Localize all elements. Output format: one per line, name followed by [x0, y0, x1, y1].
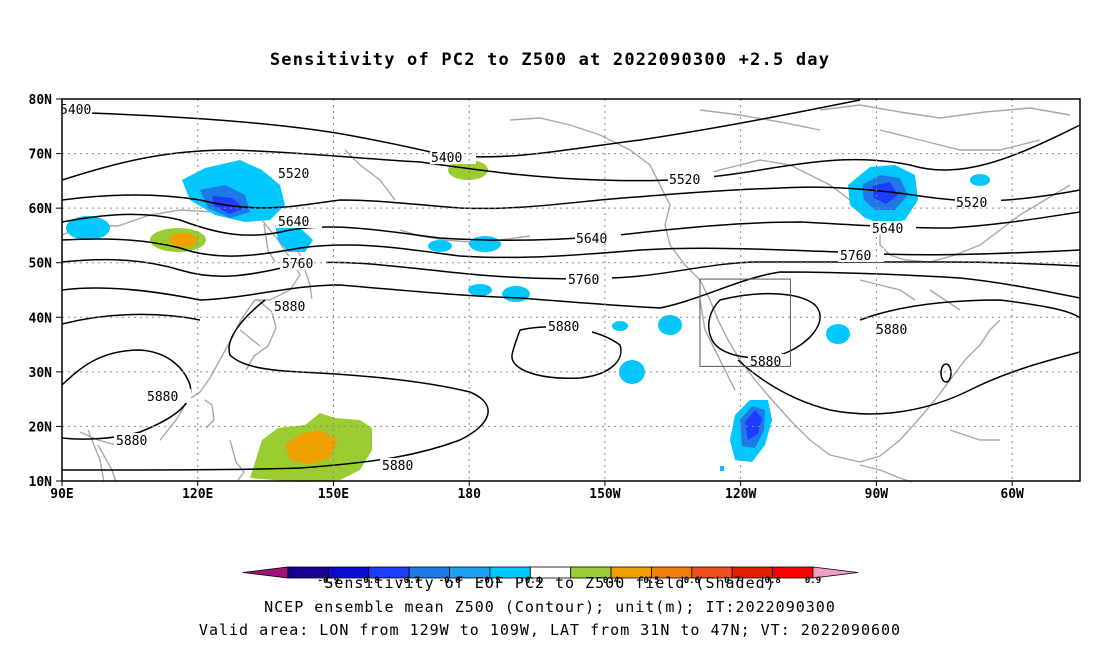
contour-label: 5760: [282, 257, 313, 272]
contour-label: 5880: [147, 390, 178, 405]
coastlines: [61, 104, 1071, 483]
caption-shaded: Sensitivity of EOF PC2 to Z500 field (Sh…: [324, 574, 776, 592]
map-title: Sensitivity of PC2 to Z500 at 2022090300…: [269, 50, 831, 70]
valid-area-box: [699, 278, 791, 367]
lon-tick-label: 120W: [725, 487, 756, 502]
contour-5880-high: [708, 292, 821, 359]
lon-tick-label: 150E: [318, 487, 349, 502]
lat-tick-label: 60N: [29, 202, 53, 217]
colorbar-tick-label: 0.6: [683, 576, 700, 586]
colorbar-tick-label: 0.8: [764, 576, 781, 586]
negative-anomaly-core: [745, 410, 762, 440]
graticule: [62, 99, 1080, 481]
lat-tick-label: 10N: [29, 475, 53, 490]
lon-tick-label: 60W: [1000, 487, 1024, 502]
lat-tick-label: 70N: [29, 148, 53, 163]
positive-anomaly: [448, 160, 488, 180]
contour-label: 5880: [274, 300, 305, 315]
negative-anomaly: [502, 286, 530, 302]
negative-anomaly: [658, 315, 682, 335]
contour-label: 5640: [576, 232, 607, 247]
contour-5880-east: [737, 351, 1081, 415]
sensitivity-shading: [66, 160, 990, 482]
contour-label: 5520: [956, 196, 987, 211]
contour-5880-south: [61, 299, 489, 471]
lon-tick-label: 150W: [589, 487, 620, 502]
contour-label: 5880: [876, 323, 907, 338]
caption-valid-area: Valid area: LON from 129W to 109W, LAT f…: [198, 621, 902, 639]
lat-tick-label: 30N: [29, 366, 53, 381]
contour-label: 5880: [548, 320, 579, 335]
lat-tick-label: 50N: [29, 257, 53, 272]
lon-tick-label: 90E: [50, 487, 73, 502]
map-frame: [61, 98, 1081, 482]
contour-5880-west: [61, 313, 201, 325]
negative-anomaly: [720, 466, 724, 471]
lat-tick-label: 40N: [29, 311, 53, 326]
colorbar-tick-label: 0.9: [804, 576, 822, 586]
contour-label: 5640: [278, 215, 309, 230]
contour-label: 5760: [568, 273, 599, 288]
colorbar-tick-label: 0.5: [643, 576, 660, 586]
negative-anomaly-core: [872, 182, 898, 204]
negative-anomaly: [66, 216, 110, 240]
negative-anomaly: [826, 324, 850, 344]
colorbar-tick-label: 0.7: [724, 576, 741, 586]
contour-label: 5520: [669, 173, 700, 188]
colorbar-swatch: [812, 566, 859, 579]
contour-5520: [61, 124, 1081, 182]
positive-anomaly-core: [169, 233, 197, 247]
lon-tick-label: 90W: [865, 487, 889, 502]
colorbar-tick-label: -0.8: [357, 576, 380, 586]
contour-label: 5760: [840, 249, 871, 264]
contour-5520b: [61, 186, 1081, 210]
colorbar: [242, 566, 859, 579]
contour-small-loop: [940, 363, 952, 383]
colorbar-tick-label: -0.9: [317, 576, 340, 586]
contour-label: 5640: [872, 222, 903, 237]
contour-label: 5880: [750, 355, 781, 370]
contour-label: 5400: [60, 103, 91, 118]
negative-anomaly: [428, 240, 452, 252]
positive-anomaly-core: [285, 430, 338, 465]
colorbar-tick-label: -0.7: [398, 576, 420, 586]
caption-contour: NCEP ensemble mean Z500 (Contour); unit(…: [264, 598, 836, 616]
contour-5760b: [61, 271, 1081, 309]
negative-anomaly: [970, 174, 990, 186]
lat-tick-label: 20N: [29, 420, 53, 435]
colorbar-tick-label: -0.4: [519, 576, 542, 586]
colorbar-ticks: -0.9 -0.8 -0.7 -0.6 -0.5 -0.4 0.4 0.5 0.6 0.7 0.8 0…: [0, 576, 1100, 590]
contour-5640: [61, 211, 1081, 241]
negative-anomaly: [468, 284, 492, 296]
lat-tick-label: 80N: [29, 93, 53, 108]
contour-5880-ne: [859, 299, 1081, 321]
lon-tick-label: 180: [457, 487, 481, 502]
colorbar-tick-label: -0.6: [438, 576, 461, 586]
contour-label: 5880: [116, 434, 147, 449]
negative-anomaly: [612, 321, 628, 331]
contour-label: 5520: [278, 167, 309, 182]
contour-label: 5400: [431, 151, 462, 166]
contour-5640b: [61, 238, 1081, 259]
lon-tick-label: 120E: [182, 487, 213, 502]
colorbar-tick-label: -0.5: [479, 576, 501, 586]
colorbar-tick-label: 0.4: [602, 576, 620, 586]
contour-label: 5880: [382, 459, 413, 474]
negative-anomaly: [469, 236, 501, 252]
